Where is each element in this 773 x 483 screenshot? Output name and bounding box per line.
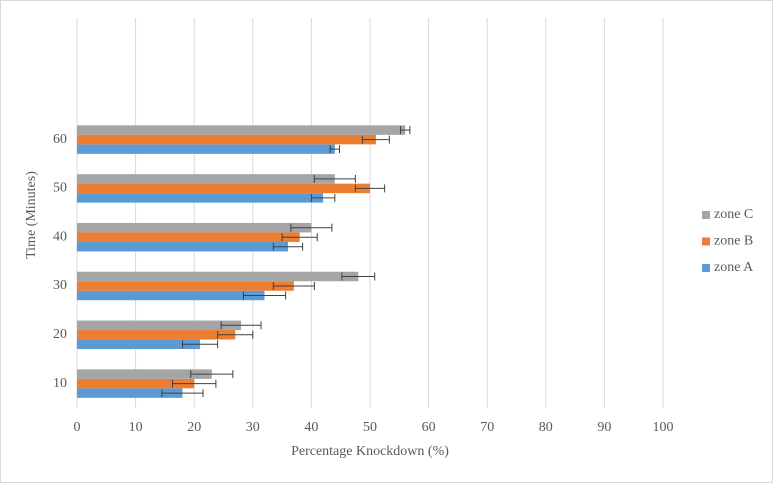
bar [77,339,201,350]
bar [77,378,195,389]
error-bar [242,291,287,300]
bar [77,271,359,282]
bar [77,388,183,398]
y-tick-label: 30 [53,278,67,293]
y-tick-label: 10 [53,376,67,391]
x-tick-label: 0 [74,420,81,435]
bar [77,232,300,242]
error-bar [181,340,219,349]
x-tick-label: 70 [480,420,494,435]
x-tick-label: 40 [304,420,318,435]
x-axis-title: Percentage Knockdown (%) [291,444,449,459]
legend-swatch [702,211,710,219]
bar [77,330,236,340]
error-bar [161,389,204,398]
error-bar [172,379,217,388]
error-bar [313,174,356,183]
y-tick-label: 60 [53,132,67,147]
error-bar [399,126,411,135]
bar [77,144,335,154]
error-bar [220,321,262,330]
bar [77,320,242,331]
x-tick-label: 10 [129,420,143,435]
y-tick-label: 50 [53,181,67,196]
error-bar [361,135,390,144]
error-bar [354,184,386,193]
error-bar [329,145,341,154]
bar [77,174,335,184]
x-tick-label: 20 [187,420,201,435]
error-bar [281,233,318,242]
legend-label: zone A [714,260,754,275]
legend-swatch [702,264,710,272]
error-bar [272,282,315,290]
bar [77,241,288,252]
x-tick-label: 90 [597,420,611,435]
x-tick-label: 100 [653,420,674,435]
x-tick-label: 30 [246,420,260,435]
bar [77,183,370,194]
y-tick-label: 20 [53,327,67,342]
bar [77,290,265,301]
bar [77,193,324,203]
error-bar [272,242,304,251]
y-axis-title: Time (Minutes) [24,171,39,259]
bar [77,125,406,135]
bar [77,134,376,145]
error-bar [190,370,234,379]
legend-label: zone C [714,207,753,222]
x-tick-label: 50 [363,420,377,435]
x-tick-label: 60 [422,420,436,435]
error-bar [310,193,336,202]
x-tick-label: 80 [539,420,553,435]
legend-swatch [702,237,710,246]
bar [77,281,294,291]
legend-label: zone B [714,234,753,249]
y-tick-label: 40 [53,229,67,244]
error-bar [341,272,376,281]
bar [77,222,312,233]
error-bar [217,330,254,339]
error-bar [290,223,333,232]
bar [77,369,212,379]
